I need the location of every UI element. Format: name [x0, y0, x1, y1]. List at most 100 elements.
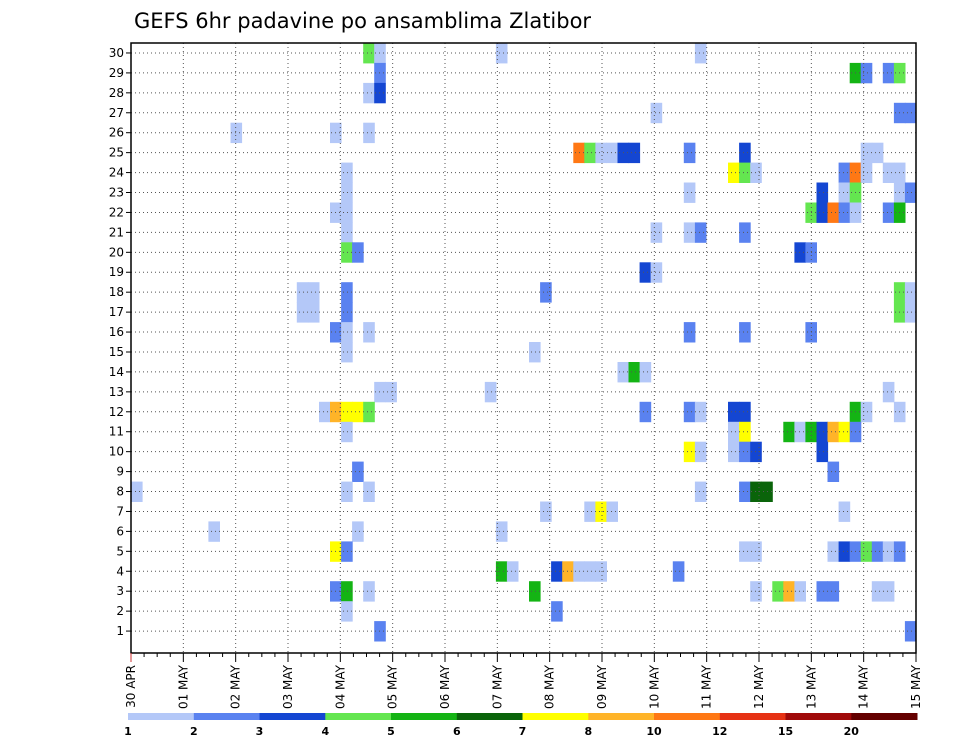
heatmap-cell: [296, 302, 309, 323]
colorbar-label: 1: [124, 725, 132, 738]
heatmap-cell: [739, 541, 751, 562]
heatmap-cell: [650, 222, 663, 243]
heatmap-cell: [529, 342, 541, 363]
heatmap-cell: [495, 561, 508, 582]
y-tick-label: 28: [109, 86, 124, 100]
y-tick-label: 14: [109, 365, 124, 379]
heatmap-cell: [904, 621, 917, 642]
y-tick-label: 10: [109, 445, 124, 459]
heatmap-cell: [882, 381, 895, 403]
heatmap-cell: [783, 421, 795, 443]
heatmap-cell: [772, 581, 784, 602]
y-tick-label: 16: [109, 325, 124, 339]
colorbar-swatch: [193, 713, 260, 720]
heatmap-cell: [827, 202, 840, 223]
colorbar-swatch: [851, 713, 918, 720]
heatmap-cell: [683, 222, 696, 243]
colorbar-label: 4: [321, 725, 329, 738]
heatmap-cell: [871, 581, 884, 602]
heatmap-cell: [341, 222, 353, 243]
heatmap-cell: [882, 581, 895, 602]
heatmap-cell: [694, 441, 707, 463]
x-tick-label: 02 MAY: [229, 664, 243, 709]
y-tick-label: 15: [109, 345, 124, 359]
heatmap-cell: [363, 43, 375, 64]
y-tick-label: 23: [109, 186, 124, 200]
plot-frame: [130, 42, 917, 654]
heatmap-cell: [341, 162, 353, 183]
y-tick-label: 8: [116, 485, 124, 499]
heatmap-cell: [606, 142, 618, 164]
heatmap-cell: [816, 581, 829, 602]
x-tick-label: 10 MAY: [647, 664, 661, 709]
heatmap-cell: [352, 401, 364, 423]
x-tick-label: 14 MAY: [857, 664, 871, 709]
grid-lines: [131, 43, 916, 653]
x-tick-label: 03 MAY: [281, 664, 295, 709]
heatmap-cell: [739, 142, 751, 164]
y-tick-label: 22: [109, 205, 124, 219]
heatmap-cell: [540, 282, 552, 303]
heatmap-cell: [783, 581, 795, 602]
heatmap-cell: [584, 142, 596, 164]
heatmap-cell: [838, 202, 851, 223]
heatmap-cell: [363, 581, 375, 602]
heatmap-cell: [584, 501, 596, 522]
heatmap-cell: [341, 581, 353, 602]
heatmap-cell: [739, 401, 751, 423]
heatmap-cell: [131, 481, 143, 502]
colorbar-label: 2: [190, 725, 198, 738]
y-tick-label: 7: [116, 504, 124, 518]
x-tick-label: 04 MAY: [333, 664, 347, 709]
heatmap-cell: [882, 162, 895, 183]
x-tick-label: 13 MAY: [804, 664, 818, 709]
heatmap-cell: [739, 162, 751, 183]
colorbar-label: 7: [519, 725, 527, 738]
x-tick-label: 30 APR: [124, 665, 138, 708]
heatmap-cell: [683, 401, 696, 423]
heatmap-cell: [739, 421, 751, 443]
x-tick-label: 07 MAY: [490, 664, 504, 709]
heatmap-cell: [628, 142, 641, 164]
heatmap-cell: [341, 302, 353, 323]
heatmap-cell: [694, 481, 707, 502]
colorbar-label: 10: [646, 725, 662, 738]
heatmap-cell: [904, 282, 917, 303]
heatmap-cell: [307, 282, 320, 303]
heatmap-cell: [341, 202, 353, 223]
colorbar-label: 6: [453, 725, 461, 738]
y-tick-label: 26: [109, 126, 124, 140]
heatmap-cell: [595, 561, 607, 582]
colorbar-swatch: [719, 713, 786, 720]
colorbar-label: 8: [584, 725, 592, 738]
heatmap-cell: [739, 322, 751, 343]
heatmap-cell: [319, 401, 331, 423]
heatmap-cell: [728, 421, 740, 443]
heatmap-cell: [882, 541, 895, 562]
heatmap-cell: [363, 82, 375, 104]
y-tick-label: 2: [116, 604, 124, 618]
heatmap-cell: [871, 541, 884, 562]
y-tick-label: 13: [109, 385, 124, 399]
y-tick-label: 12: [109, 405, 124, 419]
heatmap-cell: [794, 242, 806, 263]
heatmap-cell: [827, 581, 840, 602]
x-tick-label: 11 MAY: [700, 664, 714, 709]
y-tick-label: 6: [116, 524, 124, 538]
y-tick-label: 30: [109, 46, 124, 60]
heatmap-cell: [341, 601, 353, 622]
heatmap-cell: [341, 342, 353, 363]
y-tick-label: 29: [109, 66, 124, 80]
heatmap-cell: [816, 182, 829, 203]
heatmap-cell: [307, 302, 320, 323]
heatmap-cell: [739, 441, 751, 463]
heatmap-cell: [838, 421, 851, 443]
colorbar-label: 3: [256, 725, 264, 738]
heatmap-cell: [816, 441, 829, 463]
heatmap-cell: [495, 521, 508, 542]
colorbar-label: 20: [844, 725, 860, 738]
heatmap-cell: [683, 441, 696, 463]
heatmap-cell: [827, 421, 840, 443]
heatmap-cell: [827, 461, 840, 482]
